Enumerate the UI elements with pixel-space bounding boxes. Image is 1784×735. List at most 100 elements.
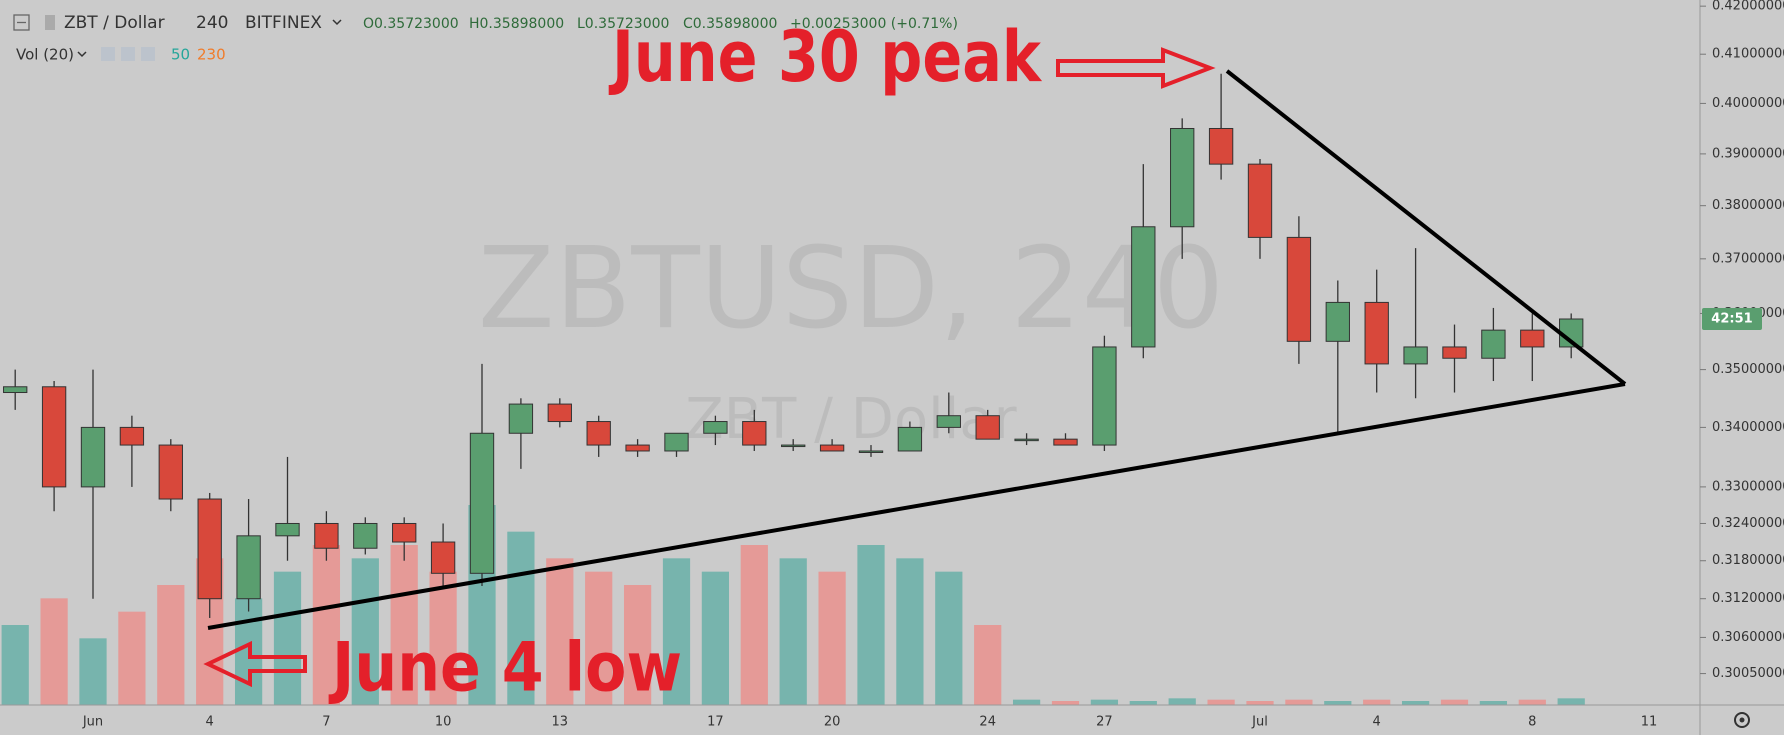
x-tick-label: 8: [1528, 715, 1536, 730]
candle-body: [197, 498, 222, 600]
annotation-arrow: [203, 640, 307, 688]
candle-body: [430, 541, 456, 574]
annotation: June 4 low: [328, 629, 682, 708]
y-tick-label: 0.39000000: [1712, 146, 1784, 161]
candle-layer: [3, 73, 1584, 618]
volume-bar: [1401, 701, 1430, 705]
candle-body: [3, 386, 28, 394]
candle-body: [1014, 438, 1039, 442]
x-tick-label: 24: [979, 715, 996, 730]
candle-body: [275, 522, 300, 537]
volume-bar: [312, 545, 341, 705]
volume-bar: [701, 571, 730, 705]
watermark-name: ZBT / Dollar: [685, 387, 1017, 452]
volume-bar: [1518, 699, 1546, 705]
candle-body: [1247, 163, 1273, 238]
candle-body: [664, 432, 689, 452]
x-tick-label: 20: [824, 715, 841, 730]
candle-body: [625, 444, 650, 452]
y-tick-label: 0.34000000: [1712, 420, 1784, 435]
collapse-icon[interactable]: [13, 14, 30, 31]
candle-body: [819, 444, 845, 452]
low-value: L0.35723000: [577, 16, 669, 32]
volume-bar: [623, 585, 652, 705]
ma-slow: 230: [197, 46, 226, 64]
volume-bar: [1090, 699, 1119, 705]
support-line: [207, 382, 1626, 630]
y-tick-label: 0.37000000: [1712, 251, 1784, 266]
candle-body: [742, 421, 767, 446]
volume-bar: [740, 545, 768, 705]
x-tick-label: 13: [552, 715, 569, 730]
y-tick-label: 0.38000000: [1712, 198, 1784, 213]
indicator-icon[interactable]: [121, 47, 135, 61]
y-tick-label: 0.40000000: [1712, 96, 1784, 111]
candle-body: [1520, 329, 1545, 348]
volume-bar: [546, 558, 574, 705]
volume-indicator[interactable]: Vol (20): [16, 46, 74, 64]
candle-body: [1364, 301, 1389, 365]
volume-bar: [1012, 699, 1041, 705]
volume-bar: [1285, 699, 1313, 705]
y-tick-label: 0.33000000: [1712, 479, 1784, 494]
candle-body: [936, 415, 961, 428]
volume-bar: [662, 558, 691, 705]
candle-body: [469, 432, 495, 574]
candle-body: [897, 426, 923, 452]
volume-bar: [1479, 701, 1508, 705]
candle-body: [508, 403, 534, 434]
indicator-icon[interactable]: [101, 47, 115, 61]
volume-bar: [585, 571, 613, 705]
dropdown-caret[interactable]: [332, 19, 342, 26]
dropdown-caret[interactable]: [77, 51, 87, 58]
watermark-ticker: ZBTUSD, 240: [478, 224, 1224, 354]
volume-bar: [818, 571, 846, 705]
volume-bar: [1246, 701, 1274, 705]
candle-body: [41, 386, 67, 488]
axes: 0.42000000 0.41000000 0.40000000 0.39000000…: [82, 0, 1784, 730]
candle-body: [547, 403, 572, 423]
volume-bar: [351, 558, 379, 705]
x-tick-label: 4: [206, 715, 214, 730]
volume-bar: [157, 585, 185, 705]
volume-bar: [974, 625, 1002, 705]
exchange[interactable]: BITFINEX: [245, 13, 322, 33]
volume-bar: [390, 545, 418, 705]
candle-body: [1325, 301, 1350, 342]
y-tick-label: 0.35000000: [1712, 362, 1784, 377]
candle-body: [119, 426, 145, 446]
volume-bar: [896, 558, 924, 705]
candle-body: [1403, 346, 1428, 365]
interval[interactable]: 240: [196, 13, 228, 33]
x-tick-label: Jul: [1251, 715, 1268, 730]
y-tick-label: 0.41000000: [1712, 47, 1784, 62]
candle-body: [1481, 329, 1506, 359]
gear[interactable]: [1734, 712, 1750, 728]
volume-bar: [429, 571, 457, 705]
volume-bar: [1168, 698, 1196, 705]
candle-body: [392, 522, 417, 543]
candle-body: [975, 415, 1000, 440]
candle-body: [1053, 438, 1078, 446]
candle-body: [781, 444, 806, 448]
x-tick-label: 4: [1373, 715, 1381, 730]
settings-icon[interactable]: [1734, 712, 1750, 728]
volume-bar: [79, 638, 107, 705]
y-tick-label: 0.32400000: [1712, 516, 1784, 531]
candle-body: [314, 522, 339, 549]
candle-body: [1208, 127, 1234, 165]
y-tick-label: 0.30600000: [1712, 630, 1784, 645]
y-tick-label: 0.42000000: [1712, 0, 1784, 14]
indicator-icon[interactable]: [141, 47, 155, 61]
annotation: June 30 peak: [609, 16, 1043, 98]
symbol[interactable]: ZBT / Dollar: [64, 13, 165, 33]
candle-body: [858, 450, 884, 453]
volume-bar: [935, 571, 963, 705]
candle-body: [353, 522, 378, 549]
candle-body: [1286, 236, 1312, 342]
volume-bar: [1129, 701, 1157, 705]
